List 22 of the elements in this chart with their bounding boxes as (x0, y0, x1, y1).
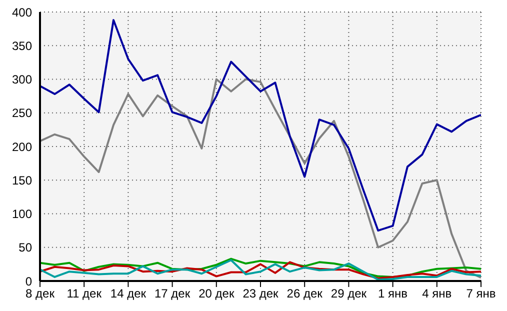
y-tick-label: 400 (12, 5, 32, 20)
y-tick-label: 100 (12, 207, 32, 222)
y-tick-label: 50 (18, 240, 32, 255)
y-tick-label: 300 (12, 72, 32, 87)
x-tick-label: 14 дек (110, 286, 147, 301)
x-tick-label: 1 янв (378, 286, 408, 301)
x-tick-label: 8 дек (26, 286, 56, 301)
x-tick-label: 7 янв (466, 286, 496, 301)
y-tick-label: 0 (25, 274, 32, 288)
x-tick-label: 11 дек (66, 286, 102, 301)
line-series (40, 78, 481, 279)
y-tick-label: 350 (12, 38, 32, 53)
x-tick-label: 20 дек (198, 286, 235, 301)
y-tick-label: 200 (12, 140, 32, 154)
x-tick-label: 17 дек (154, 286, 191, 301)
line-series (40, 19, 481, 232)
x-tick-label: 29 дек (330, 286, 368, 301)
x-tick-label: 4 янв (422, 286, 452, 301)
y-tick-label: 250 (12, 106, 32, 120)
x-tick-label: 26 дек (286, 286, 324, 301)
x-tick-label: 23 дек (242, 286, 280, 301)
y-tick-label: 150 (12, 173, 32, 188)
